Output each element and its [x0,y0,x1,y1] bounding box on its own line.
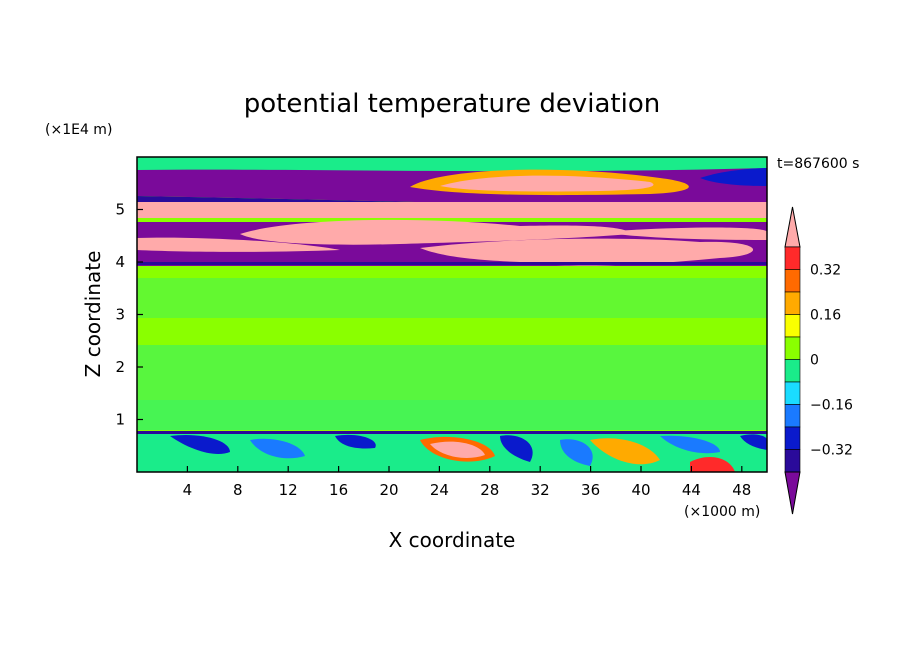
colorbar-swatch [784,426,801,450]
colorbar-label: 0.16 [810,308,841,324]
y-tick-label: 5 [115,201,125,219]
eddy [170,434,230,455]
x-axis: 4 8 12 16 20 24 28 32 36 40 44 48 [183,466,751,499]
x-tick-label: 44 [682,481,701,499]
warm-eddy [690,457,735,472]
eddy [500,435,533,462]
warm-band [137,202,767,220]
field-band [137,400,767,430]
colorbar-swatch [784,314,801,338]
warm-eddy [590,438,660,465]
colorbar-swatch [784,359,801,383]
x-tick-label: 48 [732,481,751,499]
x-tick-label: 28 [480,481,499,499]
warm-anomaly [240,219,630,245]
field-strip [137,218,767,222]
y-tick-label: 4 [115,253,125,271]
field-band [137,278,767,318]
colorbar-swatch [784,246,801,270]
colorbar-max-arrow [784,206,801,248]
colorbar-swatch [784,336,801,360]
chart-title: potential temperature deviation [244,89,660,119]
warm-anomaly [420,238,754,266]
colorbar: 0.32 0.16 0 −0.16 −0.32 [784,206,853,515]
colorbar-label: 0.32 [810,263,841,279]
x-axis-unit: (×1000 m) [684,504,760,520]
y-tick-label: 3 [115,306,125,324]
colorbar-swatch [784,291,801,315]
colorbar-swatch [784,269,801,293]
colorbar-swatch [784,404,801,428]
y-axis: 1 2 3 4 5 [115,201,143,429]
colorbar-label: −0.32 [810,443,853,459]
plot-area [136,156,768,473]
x-tick-label: 32 [531,481,550,499]
x-tick-label: 8 [233,481,243,499]
x-tick-label: 16 [329,481,348,499]
x-tick-label: 36 [581,481,600,499]
colorbar-label: 0 [810,353,819,369]
warm-anomaly [137,237,340,252]
eddy [250,438,305,459]
boundary-line [137,431,767,434]
cold-anomaly [700,168,767,186]
eddy [560,439,593,466]
x-axis-label: X coordinate [389,528,516,552]
colorbar-swatch [784,381,801,405]
colorbar-min-arrow [784,471,801,515]
warm-anomaly [440,175,654,192]
warm-eddy [430,441,485,458]
y-tick-label: 2 [115,358,125,376]
x-tick-label: 4 [183,481,193,499]
y-axis-label: Z coordinate [81,251,105,378]
x-tick-label: 40 [631,481,650,499]
time-label: t=867600 s [777,156,859,172]
y-axis-unit: (×1E4 m) [45,122,112,138]
x-tick-label: 24 [430,481,449,499]
warm-anomaly [600,227,767,240]
colorbar-swatch [784,449,801,473]
field-band [137,345,767,400]
y-tick-label: 1 [115,411,125,429]
x-tick-label: 20 [379,481,398,499]
eddy [740,434,767,450]
eddy [660,435,720,454]
x-tick-label: 12 [279,481,298,499]
eddy [335,434,376,449]
colorbar-label: −0.16 [810,398,853,414]
layer-boundary [137,262,767,265]
